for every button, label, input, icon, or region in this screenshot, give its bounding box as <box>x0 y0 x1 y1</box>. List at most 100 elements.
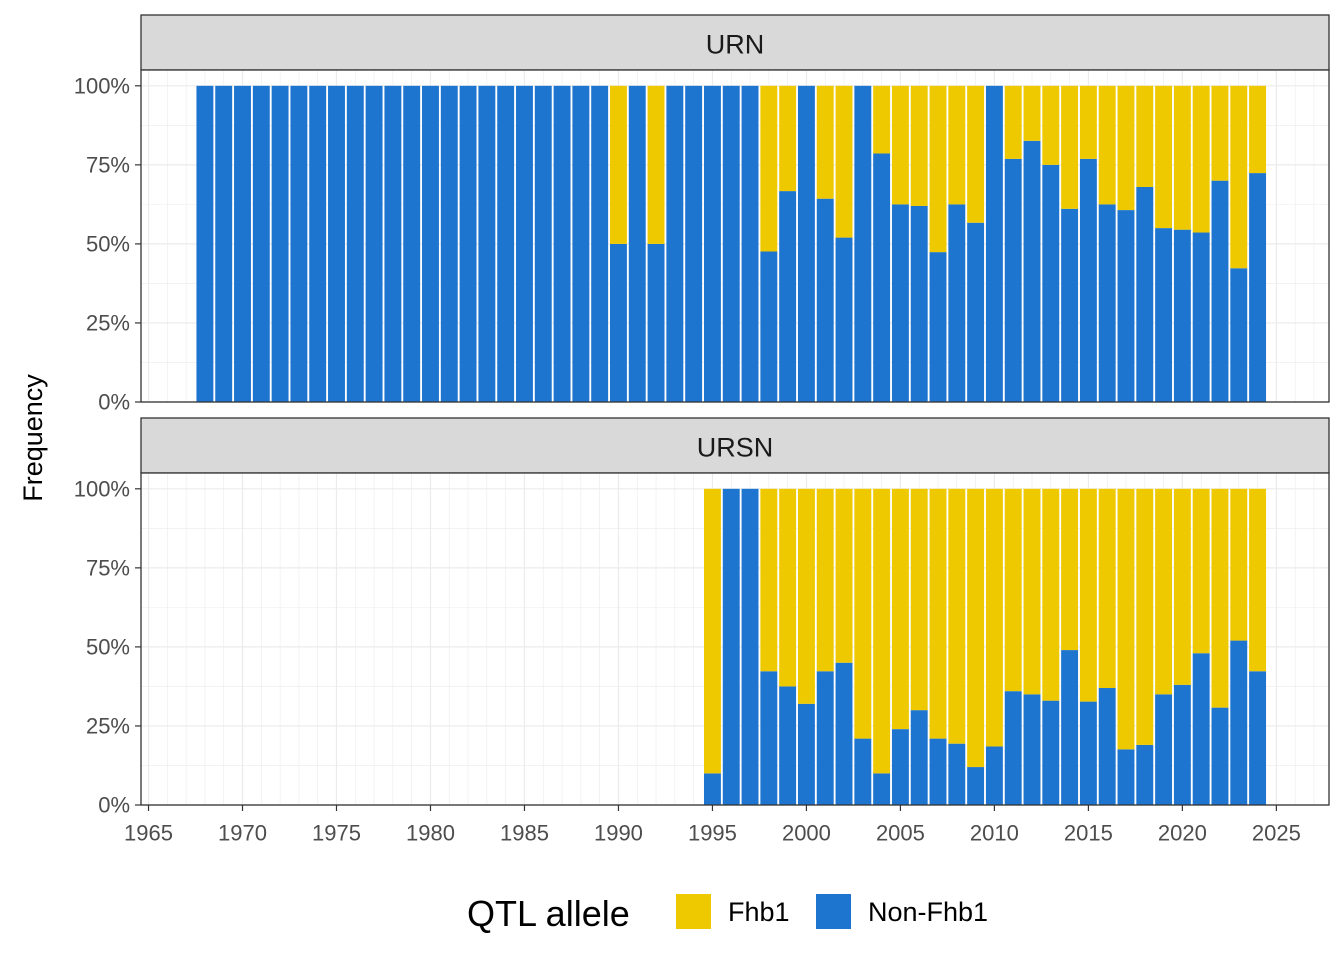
y-tick-label: 50% <box>86 231 130 256</box>
bar-fhb1-2021 <box>1192 85 1210 233</box>
y-tick-label: 0% <box>98 390 130 415</box>
y-tick-label: 100% <box>74 73 130 98</box>
panel-border-urn <box>140 69 1330 403</box>
bar-fhb1-2001 <box>816 488 834 672</box>
bar-fhb1-2018 <box>1136 85 1154 187</box>
bar-non-fhb1-2010 <box>985 746 1003 805</box>
bar-fhb1-2007 <box>929 85 947 253</box>
bar-non-fhb1-2010 <box>985 85 1003 403</box>
bar-non-fhb1-2005 <box>891 204 909 402</box>
bar-non-fhb1-1979 <box>403 85 421 403</box>
legend: QTL allele Fhb1 Non-Fhb1 <box>467 893 988 934</box>
bar-fhb1-2024 <box>1249 488 1267 672</box>
bar-fhb1-1999 <box>779 488 797 687</box>
x-tick-label: 2005 <box>876 821 925 846</box>
x-tick-label: 1975 <box>312 821 361 846</box>
bar-non-fhb1-1996 <box>722 85 740 403</box>
legend-label-fhb1: Fhb1 <box>728 897 790 927</box>
bar-non-fhb1-2021 <box>1192 232 1210 402</box>
bar-fhb1-2015 <box>1079 85 1097 159</box>
bar-fhb1-2009 <box>967 85 985 223</box>
bar-non-fhb1-2017 <box>1117 749 1135 805</box>
bar-fhb1-2012 <box>1023 488 1041 695</box>
bar-non-fhb1-2006 <box>910 205 928 402</box>
bar-non-fhb1-2007 <box>929 738 947 805</box>
bar-non-fhb1-2009 <box>967 767 985 805</box>
bar-non-fhb1-2013 <box>1042 164 1060 402</box>
bar-fhb1-2018 <box>1136 488 1154 745</box>
bar-non-fhb1-1984 <box>497 85 515 403</box>
bar-fhb1-1998 <box>760 85 778 252</box>
facet-panel-urn: URN 0% 25% 50% 75% 100% <box>74 14 1330 415</box>
x-tick-label: 1970 <box>218 821 267 846</box>
bar-fhb1-2002 <box>835 488 853 663</box>
y-tick-label: 75% <box>86 555 130 580</box>
facet-strip-urn <box>140 14 1330 71</box>
x-axis: 1965 1970 1975 1980 1985 1990 1995 2000 2005 2010… <box>124 805 1301 846</box>
bar-fhb1-2004 <box>873 85 891 154</box>
bar-non-fhb1-2004 <box>873 773 891 805</box>
bar-non-fhb1-2024 <box>1249 671 1267 805</box>
bar-fhb1-2006 <box>910 488 928 711</box>
facet-strip-label-urn: URN <box>706 30 765 60</box>
bar-fhb1-2001 <box>816 85 834 199</box>
y-axis-ursn: 0% 25% 50% 75% 100% <box>74 476 141 818</box>
bar-fhb1-2007 <box>929 488 947 739</box>
x-tick-label: 2000 <box>782 821 831 846</box>
y-tick-label: 75% <box>86 152 130 177</box>
bar-non-fhb1-1986 <box>534 85 552 403</box>
bar-non-fhb1-2012 <box>1023 140 1041 402</box>
x-tick-label: 2015 <box>1064 821 1113 846</box>
bar-fhb1-2012 <box>1023 85 1041 141</box>
y-tick-label: 50% <box>86 634 130 659</box>
bar-non-fhb1-2001 <box>816 671 834 805</box>
bar-fhb1-2024 <box>1249 85 1267 174</box>
bar-non-fhb1-2015 <box>1079 158 1097 402</box>
bar-fhb1-2011 <box>1004 488 1022 692</box>
bar-non-fhb1-2021 <box>1192 653 1210 805</box>
bar-fhb1-2016 <box>1098 488 1116 689</box>
bar-fhb1-2002 <box>835 85 853 238</box>
bar-non-fhb1-1981 <box>440 85 458 403</box>
bar-non-fhb1-1989 <box>591 85 609 403</box>
bar-non-fhb1-2000 <box>797 703 815 805</box>
bar-non-fhb1-1990 <box>609 243 627 402</box>
bars-ursn <box>703 488 1267 805</box>
bar-fhb1-2013 <box>1042 488 1060 701</box>
bar-fhb1-2016 <box>1098 85 1116 205</box>
bar-non-fhb1-2011 <box>1004 158 1022 402</box>
bar-fhb1-2004 <box>873 488 891 774</box>
bar-non-fhb1-1974 <box>309 85 327 403</box>
bar-non-fhb1-1969 <box>215 85 233 403</box>
bar-non-fhb1-2014 <box>1061 208 1079 402</box>
bar-non-fhb1-1968 <box>196 85 214 403</box>
bar-fhb1-2011 <box>1004 85 1022 159</box>
bar-non-fhb1-2007 <box>929 252 947 402</box>
bar-non-fhb1-1991 <box>628 85 646 403</box>
bar-non-fhb1-1983 <box>478 85 496 403</box>
y-tick-label: 25% <box>86 310 130 335</box>
bar-non-fhb1-2008 <box>948 204 966 402</box>
bar-non-fhb1-1977 <box>365 85 383 403</box>
bar-fhb1-2010 <box>985 488 1003 747</box>
bars-urn <box>196 85 1267 403</box>
legend-key-non-fhb1 <box>816 894 851 929</box>
bar-fhb1-2008 <box>948 85 966 205</box>
bar-non-fhb1-1982 <box>459 85 477 403</box>
bar-non-fhb1-2016 <box>1098 204 1116 402</box>
bar-fhb1-2020 <box>1173 488 1191 685</box>
facet-strip-label-ursn: URSN <box>697 433 774 463</box>
bar-non-fhb1-2001 <box>816 198 834 402</box>
bar-fhb1-2013 <box>1042 85 1060 165</box>
bar-non-fhb1-2002 <box>835 237 853 402</box>
y-tick-label: 0% <box>98 793 130 818</box>
x-tick-label: 2020 <box>1158 821 1207 846</box>
bar-fhb1-2005 <box>891 488 909 730</box>
legend-label-non-fhb1: Non-Fhb1 <box>868 897 988 927</box>
bar-fhb1-2023 <box>1230 488 1248 641</box>
bar-non-fhb1-2022 <box>1211 707 1229 805</box>
bar-fhb1-2021 <box>1192 488 1210 654</box>
bar-fhb1-2014 <box>1061 488 1079 651</box>
y-tick-label: 100% <box>74 476 130 501</box>
bar-fhb1-1995 <box>703 488 721 774</box>
